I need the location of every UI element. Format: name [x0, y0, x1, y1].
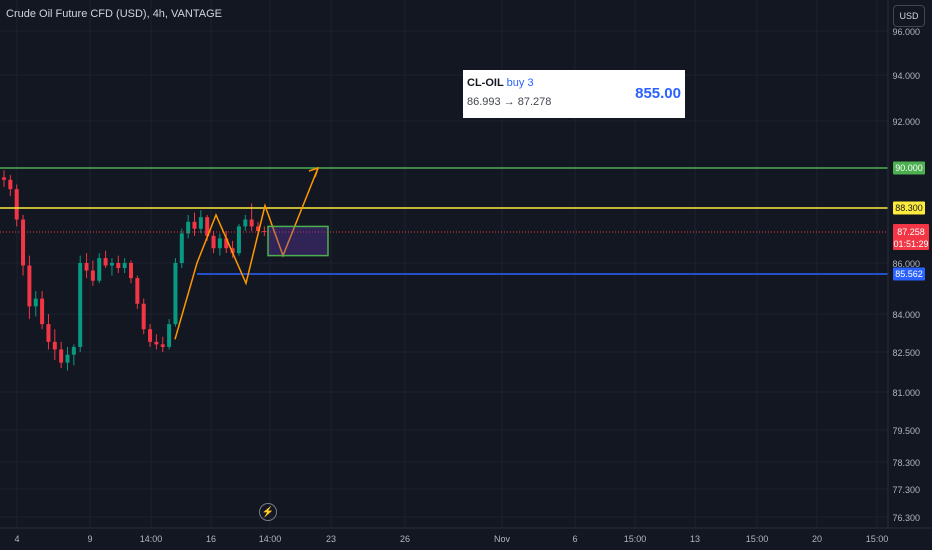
- y-tick-label: 86.000: [892, 259, 920, 269]
- y-tick-label: 81.000: [892, 388, 920, 398]
- current-price-tag: 87.258: [897, 227, 925, 237]
- trade-info-box: CL-OIL buy 3 86.993 → 87.278 855.00: [463, 70, 685, 118]
- y-tick-label: 92.000: [892, 117, 920, 127]
- candle-body: [52, 341, 57, 350]
- candle-body: [71, 346, 76, 355]
- candle-body: [224, 238, 229, 249]
- candle-body: [122, 263, 127, 269]
- candle-body: [249, 219, 254, 227]
- candle-body: [205, 217, 210, 236]
- candle-body: [211, 235, 216, 249]
- candle-body: [179, 233, 184, 263]
- candle-body: [243, 219, 248, 227]
- candle-body: [116, 263, 121, 269]
- level-tag-90: 90.000: [895, 163, 923, 173]
- candle-body: [160, 344, 165, 347]
- x-tick-label: 4: [14, 534, 19, 544]
- candle-body: [40, 298, 45, 325]
- y-tick-label: 96.000: [892, 27, 920, 37]
- x-tick-label: 16: [206, 534, 216, 544]
- y-tick-label: 82.500: [892, 348, 920, 358]
- chart-title: Crude Oil Future CFD (USD), 4h, VANTAGE: [6, 8, 222, 20]
- candle-body: [8, 179, 13, 190]
- candle-body: [192, 221, 197, 229]
- x-tick-label: 9: [87, 534, 92, 544]
- candle-body: [236, 226, 241, 254]
- x-tick-label: Nov: [494, 534, 511, 544]
- y-tick-label: 77.300: [892, 485, 920, 495]
- candle-body: [154, 341, 159, 345]
- candle-body: [256, 226, 260, 232]
- candle-body: [90, 270, 95, 281]
- candle-body: [129, 263, 133, 279]
- candle-body: [167, 324, 172, 347]
- level-tag-90-bg: [893, 161, 925, 175]
- target-box: [267, 225, 329, 257]
- x-tick-label: 15:00: [866, 534, 889, 544]
- trade-symbol: CL-OIL buy 3: [467, 77, 534, 89]
- trade-action: buy 3: [506, 77, 534, 89]
- currency-button[interactable]: USD: [893, 5, 925, 27]
- candle-body: [33, 298, 38, 307]
- level-tag-88: 88.300: [895, 203, 923, 213]
- countdown-tag: 01:51:29: [893, 239, 928, 249]
- level-tag-88-bg: [893, 201, 925, 215]
- x-tick-label: 20: [812, 534, 822, 544]
- arrow-head: [308, 166, 320, 178]
- trade-symbol-label: CL-OIL: [467, 77, 504, 89]
- candle-body: [27, 265, 32, 307]
- candle-body: [97, 258, 102, 281]
- candle-body: [186, 221, 191, 234]
- candle-body: [141, 303, 146, 330]
- x-tick-label: 15:00: [624, 534, 647, 544]
- x-tick-label: 15:00: [746, 534, 769, 544]
- x-tick-label: 23: [326, 534, 336, 544]
- x-tick-label: 26: [400, 534, 410, 544]
- candle-body: [21, 219, 26, 266]
- candle-body: [14, 189, 19, 220]
- x-tick-label: 6: [572, 534, 577, 544]
- candle-body: [198, 217, 203, 229]
- candle-body: [148, 329, 153, 342]
- candle-body: [230, 248, 235, 254]
- current-price-tag-bg: [893, 224, 929, 250]
- y-tick-label: 79.500: [892, 426, 920, 436]
- trade-range: 86.993 → 87.278: [467, 96, 552, 108]
- candle-body: [135, 278, 140, 304]
- candle-body: [78, 263, 83, 347]
- y-tick-label: 76.300: [892, 513, 920, 523]
- candle-body: [217, 238, 222, 249]
- x-tick-label: 13: [690, 534, 700, 544]
- y-tick-label: 84.000: [892, 310, 920, 320]
- candle-body: [109, 263, 114, 266]
- level-tag-85: 85.562: [895, 269, 923, 279]
- x-tick-label: 14:00: [259, 534, 282, 544]
- trade-pnl: 855.00: [635, 85, 681, 102]
- candle-body: [84, 263, 89, 271]
- level-tag-85-bg: [893, 267, 925, 281]
- candle-body: [46, 324, 51, 342]
- candle-body: [65, 354, 70, 363]
- candle-body: [173, 263, 178, 325]
- y-tick-label: 94.000: [892, 71, 920, 81]
- x-tick-label: 14:00: [140, 534, 163, 544]
- y-tick-label: 78.300: [892, 458, 920, 468]
- candle-body: [2, 177, 6, 180]
- lightning-icon[interactable]: ⚡: [259, 503, 277, 521]
- candle-body: [59, 349, 64, 363]
- candle-body: [103, 258, 108, 266]
